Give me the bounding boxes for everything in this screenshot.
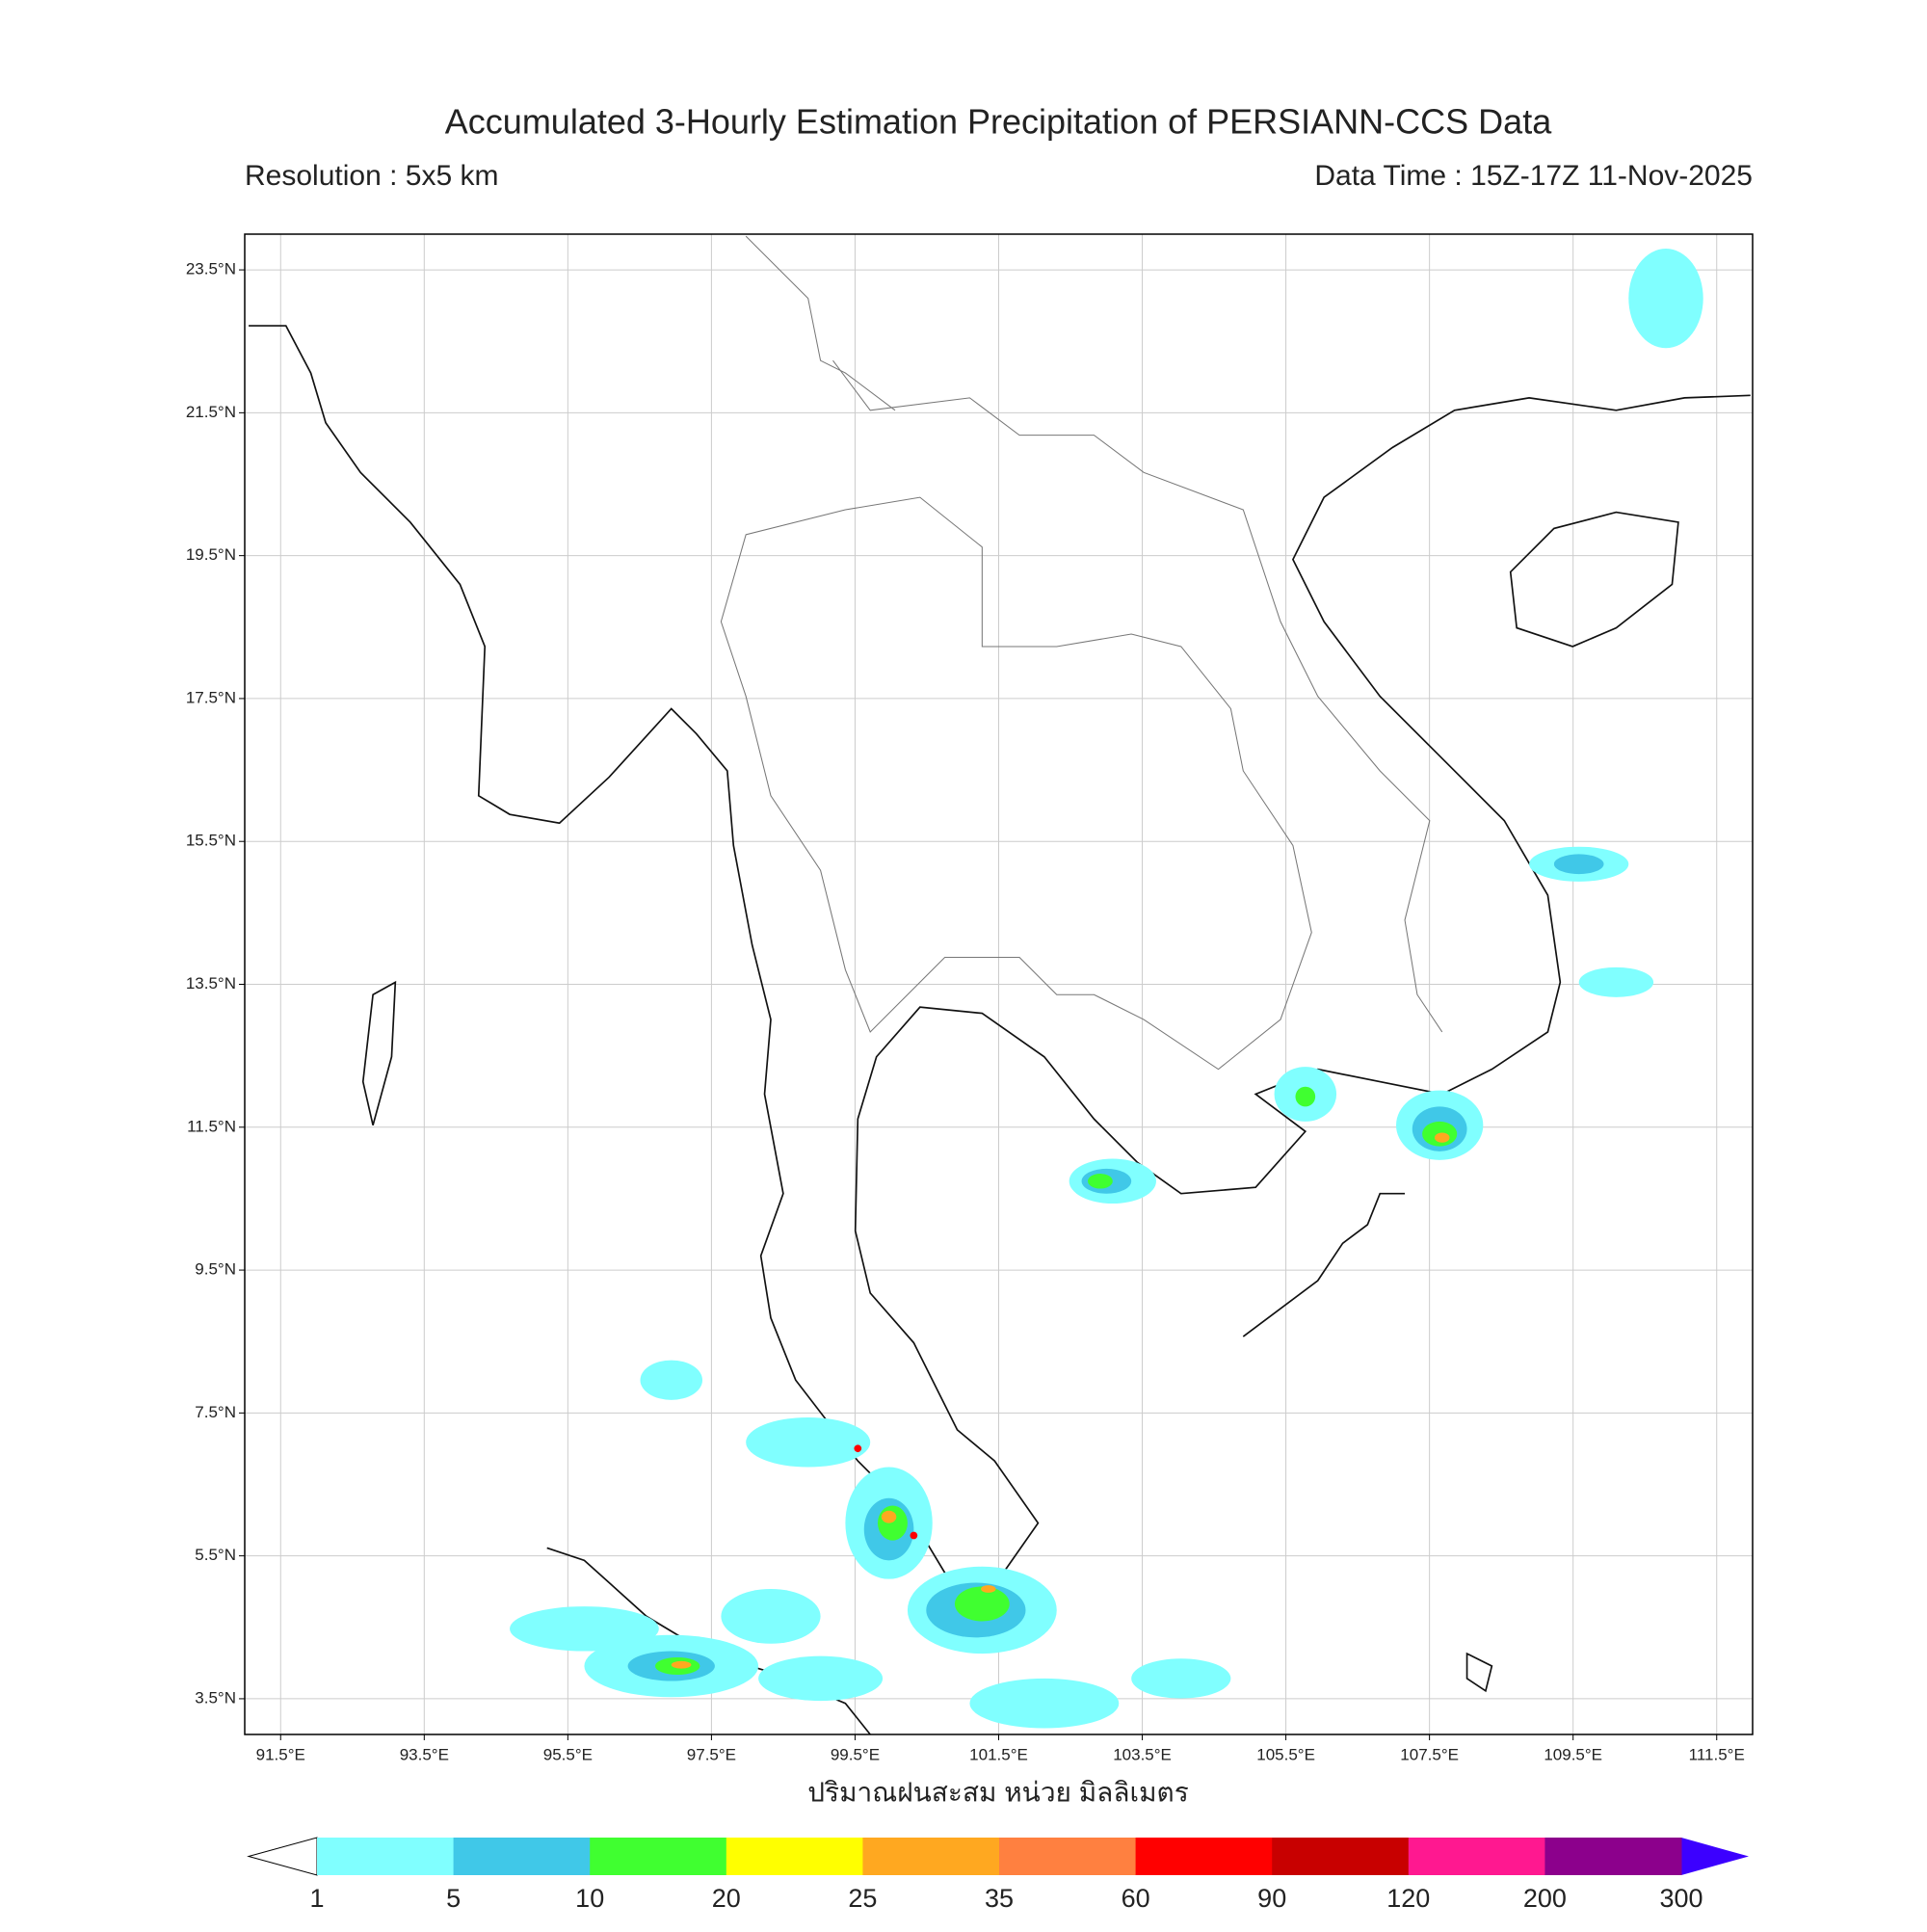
borders xyxy=(720,235,1443,1071)
lat-tick-label: 19.5°N xyxy=(186,545,236,564)
lon-tick-label: 99.5°E xyxy=(831,1745,880,1763)
hainan-coast xyxy=(1509,511,1679,648)
lon-tick-label: 93.5°E xyxy=(400,1745,449,1763)
lat-tick-label: 7.5°N xyxy=(195,1403,236,1421)
coastlines xyxy=(249,325,1751,1734)
colorbar-label: 5 xyxy=(446,1884,461,1913)
colorbar-label: 300 xyxy=(1659,1884,1703,1913)
colorbar-label: 20 xyxy=(712,1884,741,1913)
colorbar-under xyxy=(247,1837,318,1876)
colorbar-segment xyxy=(1408,1838,1545,1875)
lon-tick-label: 97.5°E xyxy=(687,1745,736,1763)
lat-tick-label: 9.5°N xyxy=(195,1260,236,1279)
lat-tick-label: 5.5°N xyxy=(195,1546,236,1564)
lon-tick-label: 101.5°E xyxy=(969,1745,1028,1763)
rain-field xyxy=(510,249,1703,1729)
colorbar-segment xyxy=(317,1838,455,1875)
colorbar-label: 35 xyxy=(985,1884,1014,1913)
colorbar-segment xyxy=(1272,1838,1410,1875)
colorbar-segment xyxy=(590,1838,727,1875)
colorbar-segment xyxy=(1544,1838,1682,1875)
colorbar-over xyxy=(1681,1838,1749,1875)
lat-tick-label: 21.5°N xyxy=(186,403,236,421)
colorbar-segment xyxy=(999,1838,1137,1875)
coastline xyxy=(249,325,1751,1587)
border xyxy=(745,235,896,411)
colorbar: 1 5 10 20 25 35 60 90 120 200 300 xyxy=(247,1837,1749,1913)
colorbar-label: 60 xyxy=(1122,1884,1150,1913)
colorbar-segment xyxy=(453,1838,591,1875)
lat-tick-label: 17.5°N xyxy=(186,688,236,706)
border xyxy=(832,359,1443,1033)
colorbar-label: 10 xyxy=(575,1884,604,1913)
colorbar-label: 25 xyxy=(848,1884,877,1913)
lat-tick-label: 15.5°N xyxy=(186,832,236,850)
mekong-coast xyxy=(1242,1192,1406,1337)
title: Accumulated 3-Hourly Estimation Precipit… xyxy=(445,102,1552,142)
islands xyxy=(1465,1652,1493,1693)
colorbar-segment xyxy=(1135,1838,1273,1875)
colorbar-label: 120 xyxy=(1386,1884,1430,1913)
x-axis-label: ปริมาณฝนสะสม หน่วย มิลลิเมตร xyxy=(807,1777,1189,1807)
lon-tick-label: 105.5°E xyxy=(1256,1745,1315,1763)
colorbar-segment xyxy=(726,1838,863,1875)
lat-tick-label: 3.5°N xyxy=(195,1688,236,1707)
colorbar-label: 200 xyxy=(1523,1884,1567,1913)
lat-tick-label: 23.5°N xyxy=(186,260,236,278)
grid xyxy=(245,234,1753,1734)
colorbar-segment xyxy=(862,1838,1000,1875)
lat-tick-label: 13.5°N xyxy=(186,974,236,992)
map-layer xyxy=(249,235,1751,1734)
lon-tick-label: 111.5°E xyxy=(1689,1745,1745,1763)
colorbar-label: 1 xyxy=(309,1884,324,1913)
lon-tick-label: 91.5°E xyxy=(256,1745,305,1763)
lon-tick-label: 95.5°E xyxy=(543,1745,593,1763)
islands xyxy=(361,980,397,1125)
axis-ticks: 91.5°E 93.5°E 95.5°E 97.5°E 99.5°E 101.5°E 103… xyxy=(186,260,1745,1764)
data-time: Data Time : 15Z-17Z 11-Nov-2025 xyxy=(1314,160,1753,192)
lat-tick-label: 11.5°N xyxy=(187,1117,236,1135)
resolution: Resolution : 5x5 km xyxy=(245,160,498,192)
lon-tick-label: 109.5°E xyxy=(1544,1745,1602,1763)
lon-tick-label: 103.5°E xyxy=(1113,1745,1172,1763)
thailand-border xyxy=(720,496,1312,1071)
lon-tick-label: 107.5°E xyxy=(1400,1745,1459,1763)
colorbar-label: 90 xyxy=(1257,1884,1286,1913)
